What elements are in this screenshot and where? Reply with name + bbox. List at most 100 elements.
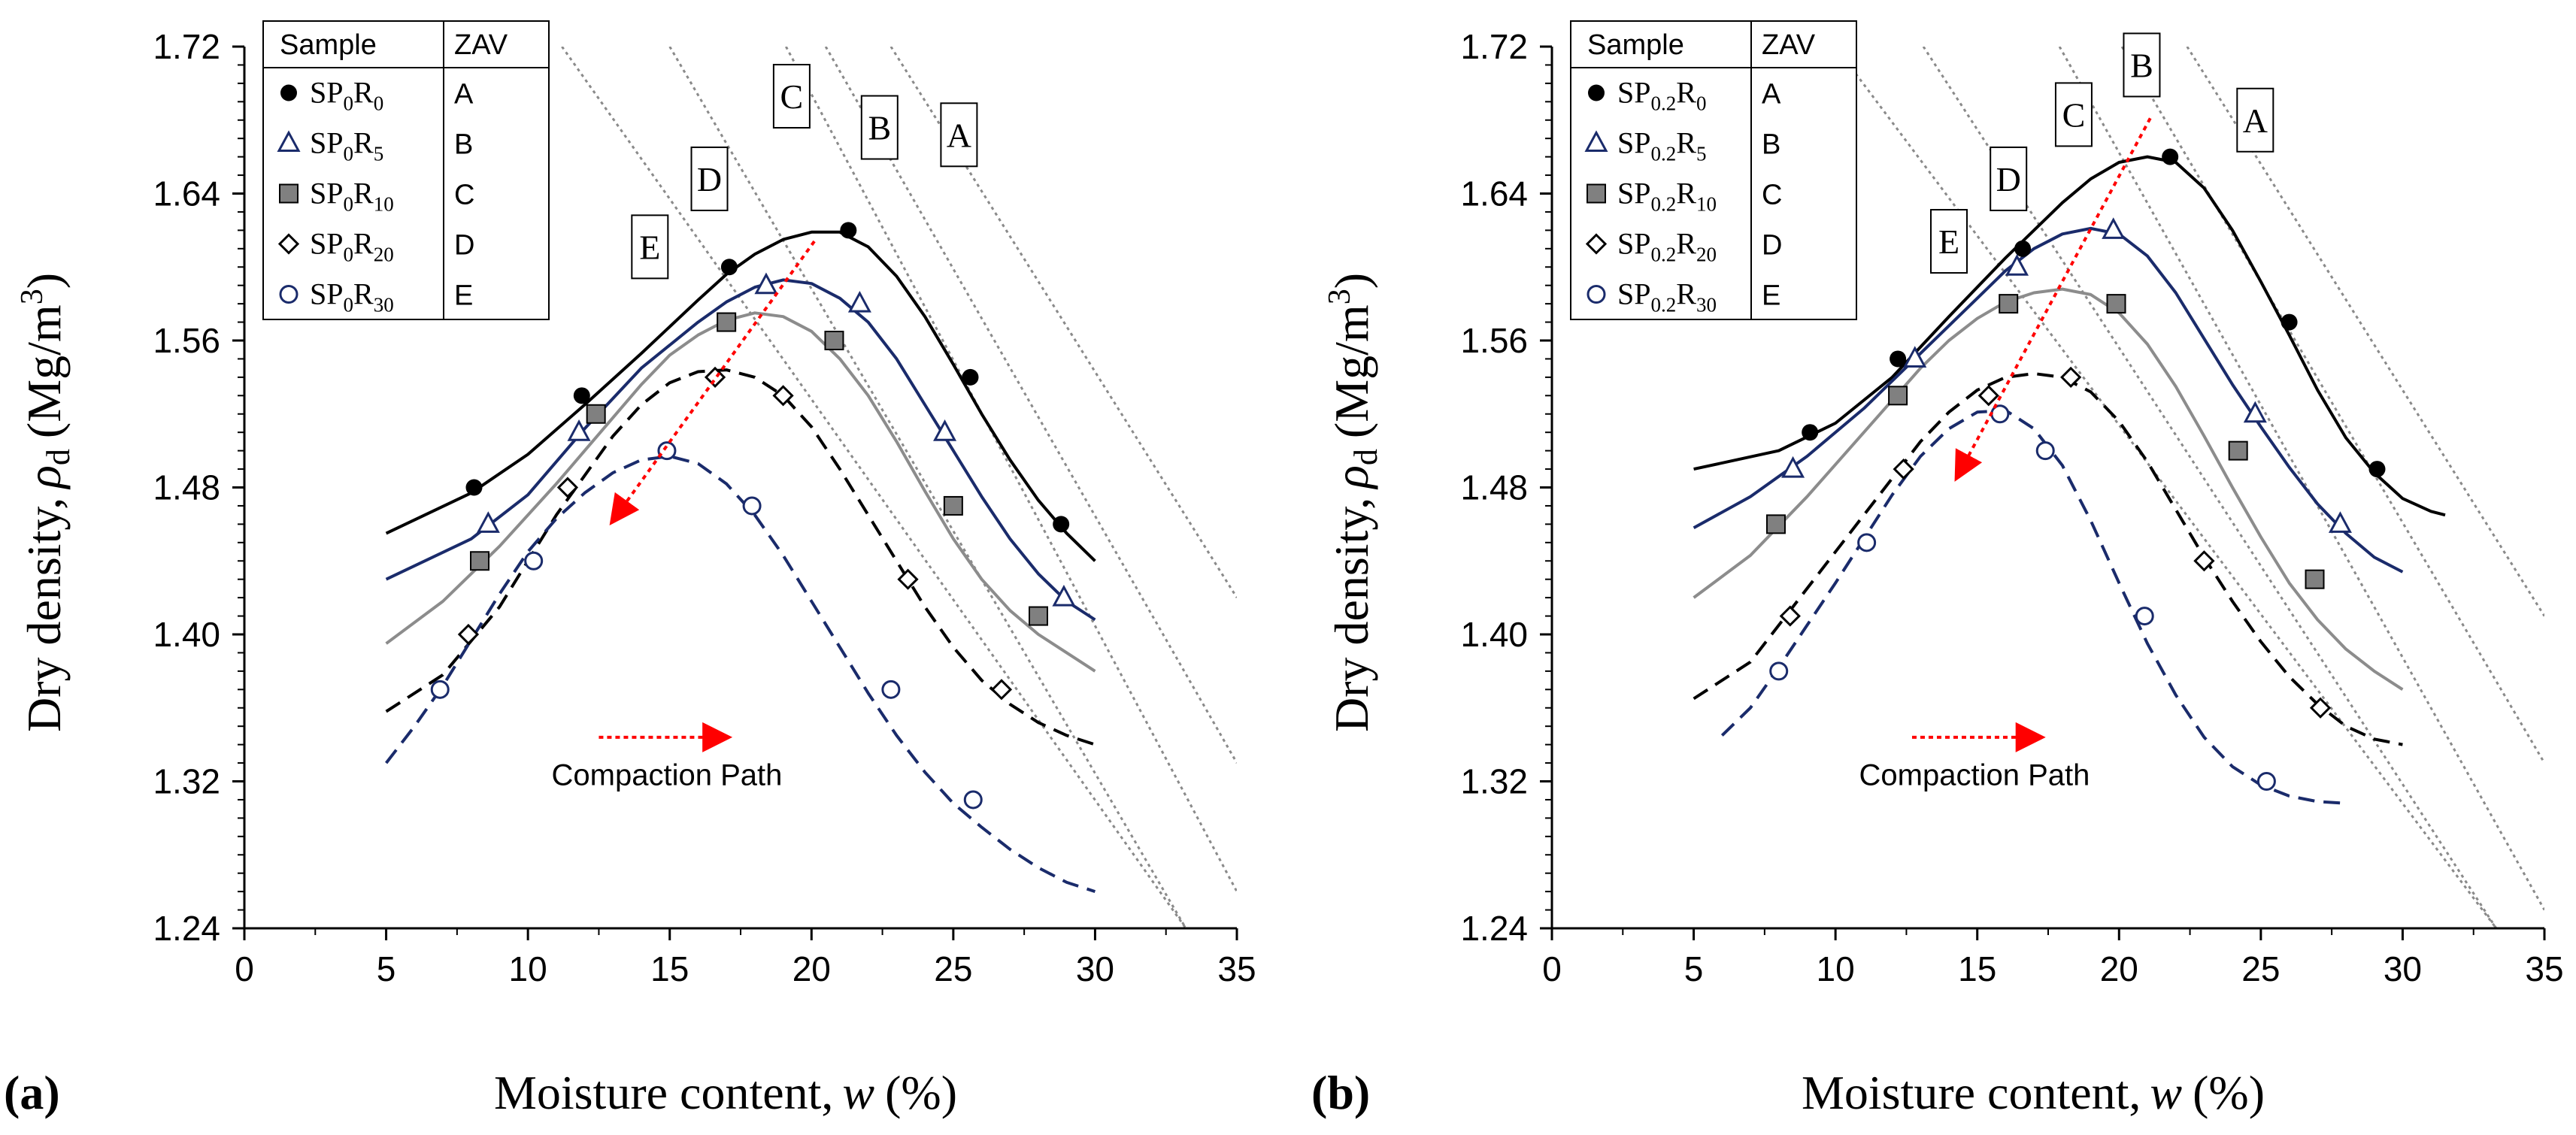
y-axis-title-close: ) <box>17 273 71 289</box>
zav-line-c <box>2058 47 2544 911</box>
data-point <box>2243 401 2267 423</box>
legend-header-zav: ZAV <box>454 29 508 61</box>
legend-label-sub2: 0 <box>374 92 384 115</box>
legend-label-mid: R <box>1676 177 1696 210</box>
y-axis-title-sub: d <box>40 449 77 465</box>
y-axis-title-unit: (Mg/m <box>17 304 71 438</box>
data-point <box>1890 350 1907 368</box>
x-axis-title: Moisture content, w (%) <box>494 1066 957 1119</box>
legend-marker <box>277 130 301 152</box>
data-point <box>717 312 737 332</box>
y-tick-label: 1.64 <box>1460 174 1528 213</box>
data-point <box>1857 533 1877 552</box>
legend-label-sub1: 0 <box>344 143 354 165</box>
legend-label-sub2: 5 <box>1696 143 1707 165</box>
legend-header-sample: Sample <box>280 29 377 61</box>
x-tick-label: 25 <box>2241 949 2280 988</box>
series-curve-2 <box>385 311 1096 673</box>
data-point <box>2228 440 2248 461</box>
zav-label-box <box>1930 209 1968 274</box>
legend-label-mid: R <box>353 227 374 261</box>
x-axis-title-main: Moisture content, <box>1802 1066 2141 1119</box>
legend-label: SP0.2R10 <box>1617 177 1717 216</box>
data-point <box>430 679 450 699</box>
legend-label: SP0.2R30 <box>1617 277 1717 316</box>
zav-label-box <box>2054 82 2093 147</box>
x-tick-label: 35 <box>1217 949 1256 988</box>
data-point <box>1765 514 1786 534</box>
legend-label-sub1: 0 <box>344 244 354 266</box>
legend-label-sub2: 20 <box>374 244 394 266</box>
zav-label-d: D <box>697 160 722 198</box>
legend-label-sub1: 0.2 <box>1651 294 1677 316</box>
data-point <box>586 404 606 424</box>
data-point <box>962 368 979 386</box>
data-point <box>2162 148 2179 165</box>
legend-marker <box>1585 233 1608 255</box>
legend-header-zav: ZAV <box>1762 29 1816 61</box>
y-tick-label: 1.48 <box>153 468 220 507</box>
legend-marker <box>279 285 299 304</box>
data-point <box>1029 606 1048 626</box>
data-point <box>840 222 857 239</box>
legend-label: SP0R20 <box>310 227 394 266</box>
data-point <box>1779 605 1801 627</box>
x-tick-label: 0 <box>1542 949 1562 988</box>
data-point <box>2193 550 2215 572</box>
y-axis-title-var: ρ <box>17 465 71 490</box>
y-axis-title-var: ρ <box>1325 465 1378 490</box>
compaction-path-label: Compaction Path <box>552 758 783 791</box>
legend-marker <box>1584 130 1608 152</box>
x-tick-label: 25 <box>934 949 972 988</box>
legend-label-sub2: 5 <box>374 143 384 165</box>
y-tick-label: 1.40 <box>1460 615 1528 654</box>
data-point <box>1893 458 1914 480</box>
legend-zav: B <box>1762 129 1780 161</box>
data-point <box>943 495 963 516</box>
x-tick-label: 20 <box>2100 949 2138 988</box>
legend-label-sub2: 20 <box>1696 244 1717 266</box>
panel-label: (a) <box>4 1066 60 1119</box>
legend-zav: D <box>454 230 474 262</box>
data-point <box>470 551 490 571</box>
data-point <box>657 441 677 461</box>
data-point <box>1999 294 2019 314</box>
legend-zav: B <box>454 129 473 161</box>
legend-header-sample: Sample <box>1587 29 1684 61</box>
x-tick-label: 30 <box>1076 949 1114 988</box>
y-tick-label: 1.72 <box>1460 27 1528 66</box>
legend-frame <box>262 20 550 320</box>
legend-zav: E <box>1762 280 1780 312</box>
zav-line-b <box>824 47 1237 764</box>
x-axis-title-main: Moisture content, <box>494 1066 833 1119</box>
data-point <box>1769 661 1789 681</box>
x-tick-label: 15 <box>650 949 689 988</box>
legend-marker <box>1587 285 1606 304</box>
legend-label-sub2: 10 <box>374 193 394 216</box>
x-tick-label: 5 <box>1684 949 1704 988</box>
legend-label-base: SP <box>310 277 344 311</box>
data-point <box>1053 516 1070 533</box>
x-axis-title-var: w <box>2150 1066 2182 1119</box>
data-point <box>2035 441 2055 461</box>
data-point <box>465 479 483 496</box>
data-point <box>704 366 726 388</box>
y-tick-label: 1.24 <box>153 909 220 948</box>
zav-label-box <box>860 95 899 160</box>
series-curve-4 <box>385 455 1096 894</box>
legend-zav: A <box>454 79 474 110</box>
data-point <box>2256 772 2276 791</box>
legend-label-base: SP <box>1617 76 1651 110</box>
legend-label-base: SP <box>310 177 344 210</box>
zav-label-c: C <box>780 77 804 116</box>
y-tick-label: 1.64 <box>153 174 220 213</box>
y-tick-label: 1.48 <box>1460 468 1528 507</box>
legend-label-sub1: 0.2 <box>1651 92 1677 115</box>
zav-label-box <box>2123 32 2161 98</box>
y-axis-title-close: ) <box>1325 273 1378 289</box>
legend-label-base: SP <box>310 76 344 110</box>
zav-label-e: E <box>639 228 660 266</box>
